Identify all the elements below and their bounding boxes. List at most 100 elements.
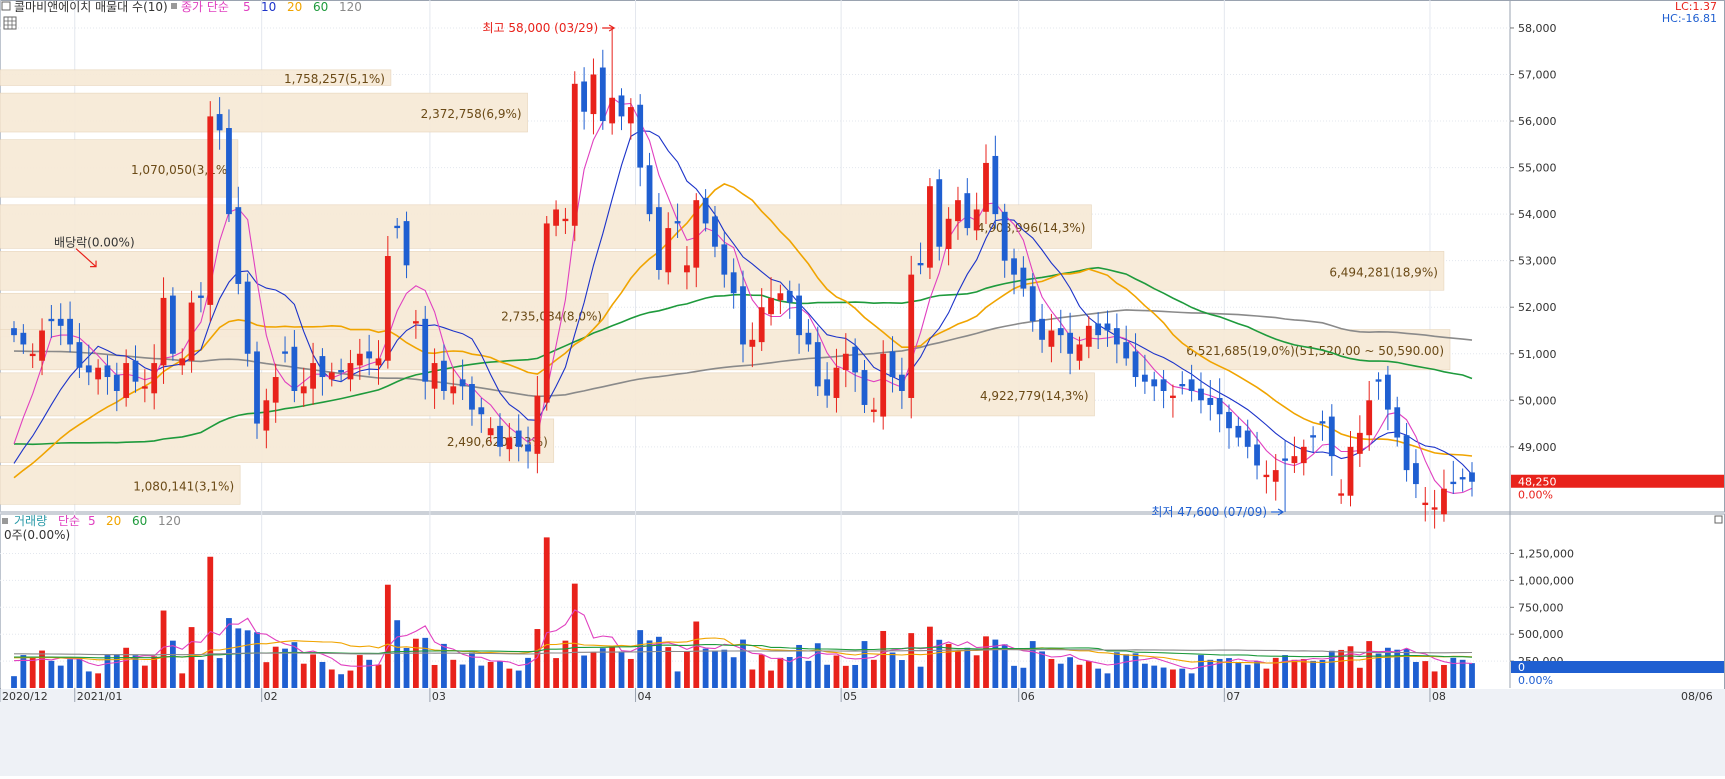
volume-bar[interactable] (1113, 652, 1120, 688)
candle-body[interactable] (29, 353, 36, 357)
volume-bar[interactable] (300, 663, 307, 688)
volume-bar[interactable] (85, 671, 92, 688)
candle-body[interactable] (338, 370, 345, 373)
volume-bar[interactable] (571, 583, 578, 688)
candle-body[interactable] (441, 360, 447, 391)
volume-bar[interactable] (955, 651, 961, 688)
candle-body[interactable] (1431, 507, 1438, 510)
candle-body[interactable] (1151, 379, 1158, 387)
candle-body[interactable] (655, 207, 662, 270)
candle-body[interactable] (469, 384, 475, 410)
candle-body[interactable] (590, 74, 597, 115)
candle-body[interactable] (394, 225, 401, 229)
volume-bar[interactable] (936, 639, 943, 688)
volume-bar[interactable] (1328, 650, 1335, 688)
candle-body[interactable] (244, 281, 251, 354)
volume-bar[interactable] (160, 610, 167, 688)
volume-bar[interactable] (768, 670, 774, 688)
candle-body[interactable] (39, 330, 45, 361)
volume-bar[interactable] (721, 649, 728, 688)
volume-bar[interactable] (1431, 671, 1438, 688)
candle-body[interactable] (422, 318, 429, 382)
volume-bar[interactable] (581, 655, 588, 688)
volume-bar[interactable] (599, 648, 606, 688)
candle-body[interactable] (384, 256, 391, 361)
volume-bar[interactable] (506, 668, 513, 688)
candle-body[interactable] (562, 218, 569, 222)
candle-body[interactable] (870, 409, 877, 412)
volume-bar[interactable] (1282, 655, 1288, 688)
candle-body[interactable] (889, 351, 896, 378)
volume-bar[interactable] (1375, 653, 1382, 688)
candle-body[interactable] (95, 367, 102, 380)
volume-bar[interactable] (478, 665, 485, 688)
candle-body[interactable] (1319, 421, 1326, 424)
candle-body[interactable] (104, 365, 111, 378)
candle-body[interactable] (1188, 379, 1195, 391)
candle-body[interactable] (684, 265, 690, 273)
volume-bar[interactable] (1413, 661, 1419, 688)
candle-body[interactable] (1179, 384, 1186, 387)
candle-body[interactable] (1403, 435, 1410, 471)
candle-body[interactable] (758, 307, 765, 343)
volume-bar[interactable] (1422, 661, 1429, 688)
volume-bar[interactable] (431, 664, 438, 688)
candle-body[interactable] (487, 428, 494, 436)
candle-body[interactable] (917, 263, 924, 266)
volume-bar[interactable] (740, 639, 746, 688)
candle-body[interactable] (1263, 474, 1270, 478)
volume-bar[interactable] (366, 659, 373, 688)
candle-body[interactable] (272, 377, 279, 403)
candle-body[interactable] (1328, 416, 1335, 457)
volume-bar[interactable] (973, 655, 980, 688)
candle-body[interactable] (478, 407, 485, 415)
volume-bar[interactable] (1151, 665, 1158, 688)
volume-bar[interactable] (1338, 649, 1345, 688)
candle-body[interactable] (1104, 323, 1111, 331)
candle-body[interactable] (235, 207, 242, 284)
volume-bar[interactable] (469, 652, 475, 688)
volume-bar[interactable] (76, 658, 83, 688)
candle-body[interactable] (282, 351, 288, 354)
candle-body[interactable] (824, 379, 831, 396)
candle-body[interactable] (534, 395, 541, 454)
volume-bar[interactable] (1441, 664, 1447, 688)
candle-body[interactable] (1394, 407, 1401, 438)
volume-bar[interactable] (1141, 663, 1148, 688)
candle-body[interactable] (1132, 351, 1139, 378)
volume-bar[interactable] (824, 664, 831, 688)
volume-bar[interactable] (712, 650, 718, 688)
candle-body[interactable] (1113, 328, 1120, 345)
volume-bar[interactable] (394, 620, 401, 688)
volume-bar[interactable] (338, 674, 345, 688)
volume-bar[interactable] (1001, 644, 1008, 688)
volume-bar[interactable] (805, 660, 812, 688)
candle-body[interactable] (1272, 470, 1279, 482)
candle-body[interactable] (786, 290, 793, 303)
candle-body[interactable] (356, 353, 363, 366)
candle-body[interactable] (543, 223, 550, 403)
candle-body[interactable] (1001, 211, 1008, 261)
volume-bar[interactable] (1020, 667, 1027, 688)
candle-body[interactable] (581, 81, 588, 112)
candle-body[interactable] (1011, 258, 1017, 275)
candle-body[interactable] (936, 179, 943, 247)
volume-bar[interactable] (347, 670, 354, 688)
candle-body[interactable] (1076, 344, 1083, 361)
volume-bar[interactable] (450, 659, 457, 688)
candle-body[interactable] (254, 351, 260, 424)
volume-bar[interactable] (1039, 651, 1045, 688)
volume-bar[interactable] (497, 661, 503, 688)
candle-body[interactable] (1170, 395, 1176, 398)
candle-body[interactable] (637, 104, 644, 168)
volume-bar[interactable] (553, 658, 559, 688)
candle-body[interactable] (366, 351, 373, 359)
volume-bar[interactable] (917, 666, 924, 688)
candle-body[interactable] (1347, 446, 1354, 496)
candle-body[interactable] (179, 358, 186, 366)
volume-bar[interactable] (861, 641, 868, 688)
candle-body[interactable] (1244, 430, 1251, 447)
candle-body[interactable] (506, 437, 513, 450)
candle-body[interactable] (226, 128, 232, 215)
volume-bar[interactable] (1291, 659, 1298, 688)
